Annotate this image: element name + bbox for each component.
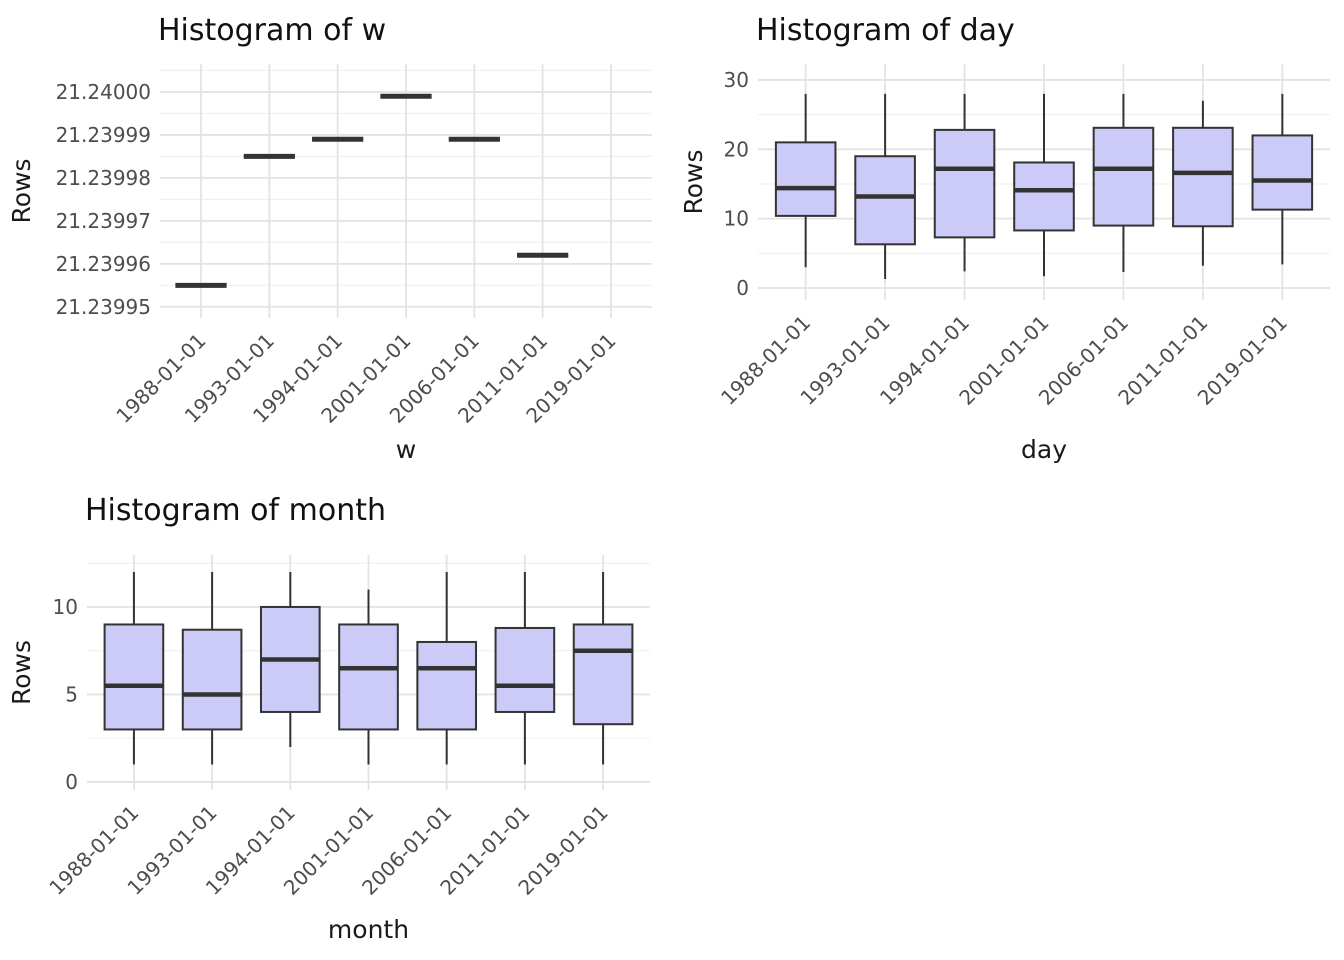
- boxplot-day-2019-01-01: [1251, 93, 1314, 265]
- boxplot-month-1988-01-01: [103, 571, 165, 765]
- box-iqr: [933, 128, 996, 239]
- box-iqr: [572, 623, 634, 726]
- y-tick-label: 21.23997: [56, 209, 151, 233]
- box-iqr: [1251, 134, 1314, 211]
- y-tick-label: 10: [724, 207, 749, 231]
- x-axis-title: day: [1021, 435, 1067, 464]
- boxplot-month-2001-01-01: [338, 589, 399, 765]
- box-iqr: [416, 640, 478, 731]
- boxplot-day-1994-01-01: [933, 93, 996, 272]
- box-iqr: [1172, 126, 1234, 228]
- y-axis-title: Rows: [679, 149, 708, 214]
- boxplot-day-2011-01-01: [1172, 100, 1234, 266]
- y-axis-title: Rows: [7, 640, 36, 705]
- y-tick-label: 0: [736, 276, 749, 300]
- boxplot-day-2001-01-01: [1013, 93, 1075, 277]
- y-tick-label: 21.23998: [56, 166, 151, 190]
- box-iqr: [103, 623, 165, 731]
- box-iqr: [1013, 161, 1075, 232]
- boxplot-month-2019-01-01: [572, 571, 634, 765]
- x-axis-title: w: [396, 435, 416, 464]
- y-tick-label: 0: [65, 770, 78, 794]
- box-iqr: [854, 155, 916, 246]
- chart-title: Histogram of day: [756, 13, 1015, 48]
- box-iqr: [181, 628, 243, 731]
- boxplot-month-1994-01-01: [259, 571, 321, 747]
- y-tick-label: 10: [53, 595, 78, 619]
- y-tick-label: 21.23999: [56, 123, 151, 147]
- chart-day: 01020301988-01-011993-01-011994-01-01200…: [679, 13, 1330, 464]
- y-tick-label: 21.24000: [56, 80, 151, 104]
- y-tick-label: 20: [724, 137, 749, 161]
- boxplot-month-1993-01-01: [181, 571, 243, 765]
- boxplot-day-1993-01-01: [854, 93, 916, 279]
- box-iqr: [1092, 126, 1155, 227]
- chart-w: 21.23995 21.23996 21.23997 21.23998 21.23999…: [7, 13, 652, 464]
- y-tick-label: 21.23995: [56, 295, 151, 319]
- boxplot-day-1988-01-01: [774, 93, 837, 268]
- boxplot-month-2011-01-01: [494, 571, 556, 765]
- box-iqr: [774, 141, 837, 217]
- boxplot-month-2006-01-01: [416, 571, 478, 765]
- chart-title: Histogram of w: [158, 13, 386, 48]
- box-iqr: [338, 623, 399, 731]
- boxplot-day-2006-01-01: [1092, 93, 1155, 273]
- y-tick-label: 21.23996: [56, 252, 151, 276]
- box-iqr: [494, 626, 556, 713]
- chart-month: 05101988-01-011993-01-011994-01-012001-0…: [7, 493, 650, 944]
- chart-title: Histogram of month: [85, 493, 386, 528]
- y-tick-label: 5: [65, 682, 78, 706]
- x-axis-title: month: [328, 915, 409, 944]
- y-axis-title: Rows: [7, 158, 36, 223]
- y-tick-label: 30: [724, 68, 749, 92]
